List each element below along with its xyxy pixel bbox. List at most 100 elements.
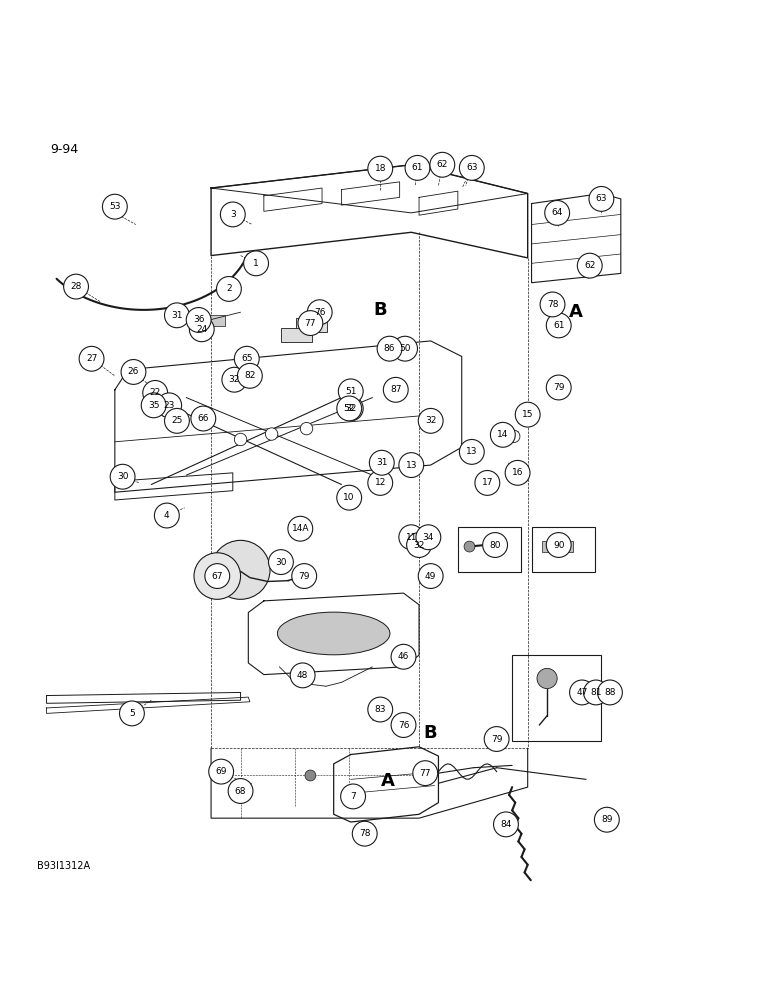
Text: 31: 31: [171, 311, 182, 320]
Circle shape: [508, 430, 520, 443]
Text: 80: 80: [490, 541, 501, 550]
Circle shape: [243, 369, 257, 383]
Circle shape: [337, 485, 362, 510]
Text: 10: 10: [344, 493, 355, 502]
Circle shape: [237, 363, 262, 388]
Circle shape: [268, 550, 293, 574]
Text: 11: 11: [406, 533, 417, 542]
Text: 87: 87: [390, 385, 401, 394]
Text: 4: 4: [164, 511, 170, 520]
Circle shape: [143, 380, 168, 405]
Circle shape: [205, 564, 230, 588]
Text: 23: 23: [164, 401, 175, 410]
Text: 81: 81: [591, 688, 601, 697]
Circle shape: [217, 277, 241, 301]
Text: 79: 79: [491, 735, 502, 744]
Circle shape: [121, 360, 146, 384]
Text: 90: 90: [553, 541, 564, 550]
Text: 7: 7: [350, 792, 356, 801]
Text: 78: 78: [547, 300, 558, 309]
Text: 52: 52: [344, 404, 355, 413]
Text: 63: 63: [466, 163, 477, 172]
Text: 35: 35: [148, 401, 159, 410]
Text: 16: 16: [512, 468, 523, 477]
Circle shape: [288, 516, 313, 541]
Circle shape: [196, 412, 210, 426]
Circle shape: [459, 439, 484, 464]
Text: 48: 48: [297, 671, 308, 680]
Circle shape: [546, 533, 571, 557]
Text: 34: 34: [423, 533, 434, 542]
Circle shape: [338, 396, 363, 421]
Circle shape: [165, 303, 189, 328]
Circle shape: [546, 375, 571, 400]
Circle shape: [430, 152, 455, 177]
Circle shape: [341, 784, 365, 809]
Text: 9-94: 9-94: [50, 143, 78, 156]
Circle shape: [418, 564, 443, 588]
Text: 51: 51: [345, 387, 356, 396]
Circle shape: [234, 346, 259, 371]
Bar: [458, 527, 521, 572]
Text: 31: 31: [376, 458, 387, 467]
Bar: [192, 323, 210, 334]
Circle shape: [475, 471, 500, 495]
Circle shape: [407, 533, 431, 557]
Circle shape: [584, 680, 608, 705]
Circle shape: [110, 464, 135, 489]
Text: 79: 79: [299, 572, 310, 581]
Ellipse shape: [278, 612, 390, 655]
Circle shape: [265, 428, 278, 440]
Text: 46: 46: [398, 652, 409, 661]
Text: 66: 66: [198, 414, 209, 423]
Circle shape: [157, 393, 182, 418]
Text: 30: 30: [117, 472, 128, 481]
Circle shape: [290, 663, 315, 688]
Bar: [512, 655, 601, 741]
Text: B93I1312A: B93I1312A: [37, 861, 90, 871]
Text: 64: 64: [552, 208, 563, 217]
Circle shape: [540, 292, 565, 317]
Text: B: B: [373, 301, 387, 319]
Text: 28: 28: [71, 282, 81, 291]
Circle shape: [300, 422, 313, 435]
Circle shape: [368, 697, 393, 722]
Circle shape: [189, 317, 214, 342]
Circle shape: [589, 186, 614, 211]
Circle shape: [102, 194, 127, 219]
Text: 36: 36: [193, 315, 204, 324]
Circle shape: [464, 541, 475, 552]
Text: 78: 78: [359, 829, 370, 838]
Circle shape: [459, 155, 484, 180]
Circle shape: [165, 408, 189, 433]
Text: 22: 22: [150, 388, 161, 397]
Text: 14: 14: [497, 430, 508, 439]
Text: 65: 65: [241, 354, 252, 363]
Circle shape: [537, 668, 557, 689]
Text: 76: 76: [398, 721, 409, 730]
Circle shape: [228, 779, 253, 803]
Text: 67: 67: [212, 572, 223, 581]
Circle shape: [352, 821, 377, 846]
Circle shape: [368, 471, 393, 495]
Text: 27: 27: [86, 354, 97, 363]
Circle shape: [79, 346, 104, 371]
Text: 13: 13: [406, 461, 417, 470]
Text: 61: 61: [412, 163, 423, 172]
Circle shape: [234, 433, 247, 446]
Circle shape: [515, 402, 540, 427]
Text: 14A: 14A: [292, 524, 309, 533]
Text: 30: 30: [275, 558, 286, 567]
Text: 63: 63: [596, 194, 607, 203]
Text: 53: 53: [109, 202, 120, 211]
Circle shape: [298, 311, 323, 335]
Circle shape: [399, 525, 424, 550]
Circle shape: [577, 253, 602, 278]
Circle shape: [244, 251, 268, 276]
Circle shape: [393, 336, 417, 361]
Text: 3: 3: [230, 210, 236, 219]
Text: 62: 62: [437, 160, 448, 169]
Text: 12: 12: [375, 478, 386, 487]
Text: 88: 88: [605, 688, 615, 697]
Circle shape: [391, 644, 416, 669]
